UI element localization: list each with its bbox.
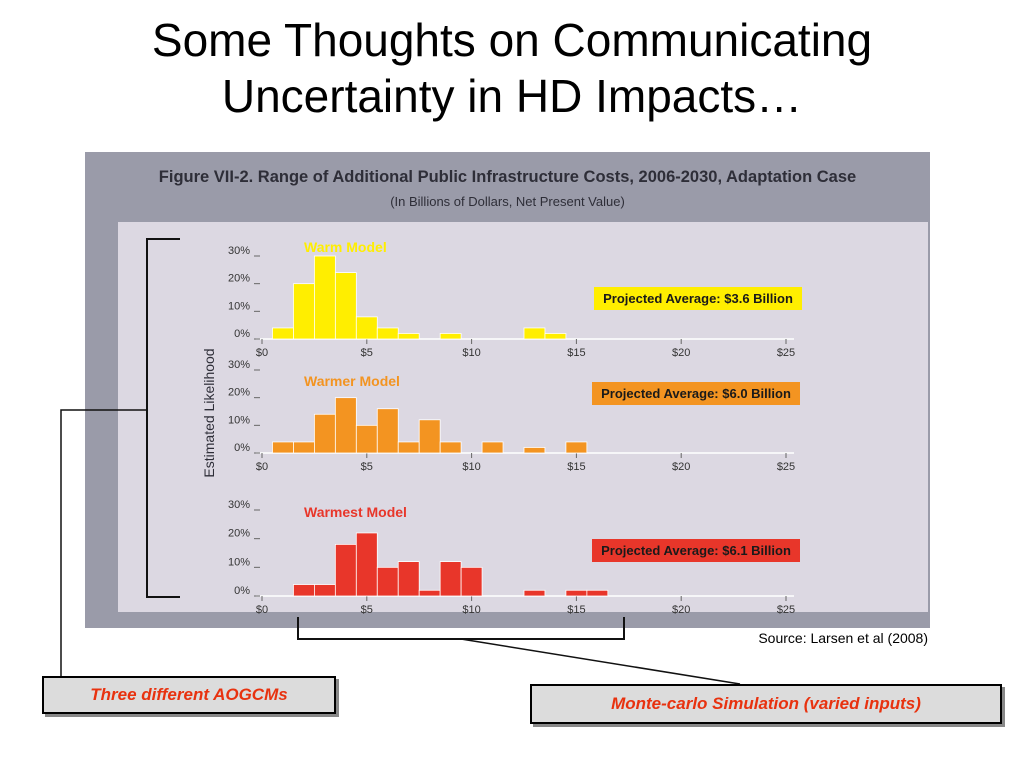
histogram-bar bbox=[460, 566, 483, 597]
x-tick-label: $15 bbox=[567, 347, 585, 359]
histogram-bar bbox=[523, 589, 546, 597]
histogram-bar bbox=[565, 589, 588, 597]
y-tick-label: 30% bbox=[228, 245, 250, 257]
y-tick-label: 20% bbox=[228, 273, 250, 285]
histogram-bar bbox=[334, 544, 357, 597]
callout-aogcms: Three different AOGCMs bbox=[42, 676, 336, 714]
histogram-bar bbox=[293, 584, 315, 597]
y-tick-label: 30% bbox=[228, 359, 250, 371]
model-title: Warmer Model bbox=[304, 373, 400, 389]
model-bracket bbox=[146, 238, 180, 598]
histogram-bar bbox=[397, 333, 420, 340]
histogram-bar bbox=[439, 561, 462, 597]
x-tick-label: $10 bbox=[462, 604, 480, 616]
x-tick-label: $20 bbox=[672, 604, 690, 616]
bracket-leader-right bbox=[460, 638, 741, 685]
histogram-bar bbox=[544, 333, 567, 340]
x-tick-label: $5 bbox=[361, 461, 373, 473]
histogram-bar bbox=[376, 408, 399, 454]
y-tick-label: 0% bbox=[234, 442, 250, 454]
y-tick-label: 20% bbox=[228, 387, 250, 399]
figure-title: Figure VII-2. Range of Additional Public… bbox=[158, 168, 857, 186]
model-title: Warmest Model bbox=[304, 504, 407, 520]
histogram-bar bbox=[272, 327, 294, 340]
histogram-bar bbox=[334, 397, 357, 454]
x-tick-label: $15 bbox=[567, 461, 585, 473]
histogram-bar bbox=[355, 532, 378, 597]
histogram-bar bbox=[586, 589, 609, 597]
y-tick-label: 30% bbox=[228, 499, 250, 511]
x-tick-label: $10 bbox=[462, 347, 480, 359]
histogram-bar bbox=[272, 441, 294, 454]
histogram-bar bbox=[523, 327, 546, 340]
histogram-bar bbox=[439, 441, 462, 454]
histogram-bar bbox=[293, 283, 315, 340]
slide-title: Some Thoughts on Communicating Uncertain… bbox=[0, 12, 1024, 124]
y-tick-label: 10% bbox=[228, 414, 250, 426]
histogram-bar bbox=[565, 441, 588, 454]
x-tick-label: $0 bbox=[256, 604, 268, 616]
x-tick-label: $0 bbox=[256, 347, 268, 359]
projected-average-label: Projected Average: $6.0 Billion bbox=[601, 386, 791, 401]
histogram-bar bbox=[376, 327, 399, 340]
y-tick-label: 20% bbox=[228, 528, 250, 540]
projected-average-box bbox=[592, 539, 800, 562]
figure-subtitle: (In Billions of Dollars, Net Present Val… bbox=[390, 194, 625, 209]
x-tick-label: $10 bbox=[462, 461, 480, 473]
x-tick-label: $25 bbox=[777, 604, 795, 616]
projected-average-label: Projected Average: $6.1 Billion bbox=[601, 543, 791, 558]
model-title: Warm Model bbox=[304, 239, 387, 255]
histogram-bar bbox=[397, 441, 420, 454]
slide-title-line1: Some Thoughts on Communicating bbox=[151, 14, 873, 66]
x-tick-label: $0 bbox=[256, 461, 268, 473]
histogram-bar bbox=[397, 561, 420, 597]
y-tick-label: 0% bbox=[234, 328, 250, 340]
projected-average-box bbox=[594, 287, 802, 310]
bracket-leader-left bbox=[60, 409, 147, 676]
x-tick-label: $5 bbox=[361, 604, 373, 616]
histogram-bar bbox=[523, 447, 546, 454]
projected-average-label: Projected Average: $3.6 Billion bbox=[603, 291, 793, 306]
y-axis-label: Estimated Likelihood bbox=[201, 348, 217, 477]
projected-average-box bbox=[592, 382, 800, 405]
x-tick-label: $25 bbox=[777, 347, 795, 359]
histogram-bar bbox=[355, 316, 378, 340]
histogram-bar bbox=[355, 424, 378, 454]
source-note: Source: Larsen et al (2008) bbox=[758, 630, 928, 646]
x-tick-label: $25 bbox=[777, 461, 795, 473]
histogram-bar bbox=[376, 566, 399, 597]
y-tick-label: 0% bbox=[234, 585, 250, 597]
x-tick-label: $5 bbox=[361, 347, 373, 359]
slide-title-line2: Uncertainty in HD Impacts… bbox=[221, 70, 803, 122]
histogram-bar bbox=[481, 441, 504, 454]
callout-monte-carlo: Monte-carlo Simulation (varied inputs) bbox=[530, 684, 1002, 724]
histogram-bar bbox=[418, 589, 441, 597]
x-tick-label: $20 bbox=[672, 461, 690, 473]
histogram-bar bbox=[313, 413, 336, 454]
histogram-bar bbox=[313, 255, 336, 340]
x-tick-label: $15 bbox=[567, 604, 585, 616]
histogram-bar bbox=[313, 584, 336, 597]
histogram-group: 0% 10% 20% 30% $0 $5 $10 $15 $20 $25 Warm Model Pro… bbox=[228, 239, 802, 616]
y-tick-label: 10% bbox=[228, 300, 250, 312]
histogram-bar bbox=[293, 441, 315, 454]
histogram-bar bbox=[418, 419, 441, 454]
monte-carlo-bracket bbox=[297, 617, 625, 640]
histogram-bar bbox=[439, 333, 462, 340]
histogram-bar bbox=[334, 272, 357, 340]
y-tick-label: 10% bbox=[228, 556, 250, 568]
x-tick-label: $20 bbox=[672, 347, 690, 359]
